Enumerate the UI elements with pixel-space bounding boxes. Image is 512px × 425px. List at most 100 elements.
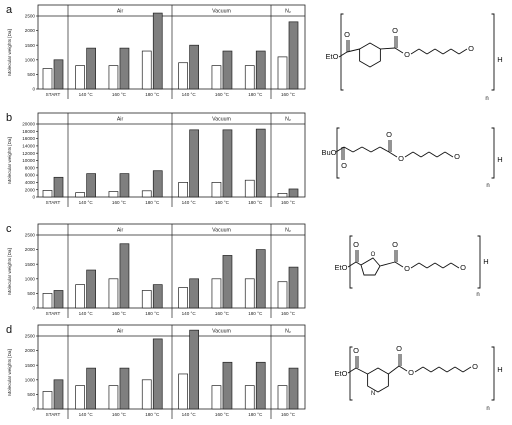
- bar-white: [211, 278, 222, 309]
- bar-white: [141, 379, 152, 410]
- x-tick-label: 140 °C: [79, 412, 94, 417]
- bracket-left: [349, 235, 353, 289]
- bar-white: [108, 385, 119, 410]
- x-tick-label: 160 °C: [112, 200, 127, 205]
- bar-white: [178, 373, 188, 410]
- x-tick-label: 160 °C: [281, 200, 296, 205]
- bar-white: [277, 56, 288, 90]
- atom-label: O: [353, 346, 359, 355]
- bond: [436, 151, 446, 158]
- ring-atom: O: [371, 252, 376, 258]
- x-tick-label: 180 °C: [248, 412, 263, 417]
- bar-grey: [53, 290, 64, 309]
- bond: [352, 146, 363, 153]
- bar-grey: [119, 47, 130, 90]
- x-tick-label: 160 °C: [281, 92, 296, 97]
- chart-panels: a Molecular weights [Da] 0 500 1000 1500 2000 2…: [6, 4, 306, 419]
- bar-grey: [53, 379, 64, 410]
- group-label: Air: [117, 329, 124, 335]
- bar-white: [108, 191, 119, 198]
- y-tick-label: 0: [32, 407, 35, 412]
- panel-letter: d: [6, 324, 12, 336]
- x-tick-label: 160 °C: [281, 412, 296, 417]
- bond: [380, 47, 396, 50]
- y-tick-label: 10000: [22, 158, 35, 163]
- bar-grey: [152, 338, 163, 410]
- y-tick-label: 1500: [25, 363, 36, 368]
- bar-grey: [255, 128, 266, 198]
- bar-grey: [288, 367, 299, 410]
- x-tick-label: 160 °C: [215, 200, 230, 205]
- bond: [450, 48, 460, 55]
- group-label: Air: [117, 228, 124, 234]
- bar-grey: [86, 47, 97, 90]
- bar-white: [244, 385, 255, 410]
- x-tick-label: 160 °C: [215, 311, 230, 316]
- bond: [412, 151, 422, 158]
- y-axis-label: Molecular weights [Da]: [7, 248, 12, 294]
- bar-grey: [119, 243, 130, 309]
- y-tick-label: 1500: [25, 262, 36, 267]
- x-tick-label: 140 °C: [182, 311, 197, 316]
- x-tick-label: 160 °C: [281, 311, 296, 316]
- bar-grey: [255, 249, 266, 309]
- bar-grey: [222, 255, 233, 309]
- y-tick-label: 0: [32, 87, 35, 92]
- bond: [426, 48, 436, 55]
- atom-label: O: [398, 154, 404, 163]
- group-label: Vacuum: [212, 228, 231, 234]
- pyridine-ring: [367, 367, 389, 393]
- bracket-left: [349, 346, 353, 401]
- y-tick-label: 12000: [22, 151, 35, 156]
- plot-frame: [37, 324, 306, 410]
- y-tick-label: 0: [32, 195, 35, 200]
- repeat-n: n: [476, 292, 479, 298]
- chart-panel-a: a Molecular weights [Da] 0 500 1000 1500 2000 2…: [6, 4, 306, 99]
- bracket-right: [491, 346, 495, 401]
- chart-panel-c: c Molecular weights [Da] 0 500 1000 1500 2000 2…: [6, 223, 306, 318]
- bond: [404, 151, 414, 158]
- bar-white: [75, 192, 86, 198]
- x-tick-label: 140 °C: [79, 92, 94, 97]
- bond: [434, 48, 444, 55]
- y-tick-label: 1000: [25, 377, 36, 382]
- bond: [388, 151, 398, 158]
- group-label: N₂: [285, 329, 291, 335]
- bond: [355, 367, 368, 375]
- bracket-right: [477, 235, 481, 289]
- x-tick-label: 180 °C: [145, 200, 160, 205]
- bar-grey: [222, 361, 233, 410]
- x-tick-label: 180 °C: [145, 92, 160, 97]
- bond: [442, 262, 452, 269]
- bar-white: [108, 278, 119, 309]
- end-group-left: BuO: [321, 148, 336, 157]
- bond: [414, 366, 424, 373]
- bar-grey: [86, 173, 97, 198]
- bond: [446, 366, 456, 373]
- bond: [338, 51, 348, 58]
- end-group-left: EtO: [326, 52, 339, 61]
- x-tick-label: 160 °C: [112, 412, 127, 417]
- bond: [422, 366, 432, 373]
- bar-grey: [189, 44, 199, 90]
- bond: [450, 262, 460, 269]
- ring-atom: N: [371, 391, 375, 397]
- bar-white: [277, 385, 288, 410]
- bond: [361, 146, 372, 153]
- bond: [420, 151, 430, 158]
- y-tick-label: 1000: [25, 57, 36, 62]
- plot-frame: [37, 4, 306, 90]
- y-tick-label: 14000: [22, 144, 35, 149]
- furan-ring: [360, 257, 381, 276]
- panel-letter: a: [6, 4, 13, 16]
- bar-white: [141, 190, 152, 198]
- group-label: N₂: [285, 9, 291, 15]
- bond: [394, 261, 404, 268]
- bond: [370, 146, 381, 153]
- bar-grey: [53, 176, 64, 198]
- y-tick-label: 16000: [22, 136, 35, 141]
- bond: [426, 262, 436, 269]
- bond: [438, 366, 448, 373]
- bond: [388, 365, 400, 375]
